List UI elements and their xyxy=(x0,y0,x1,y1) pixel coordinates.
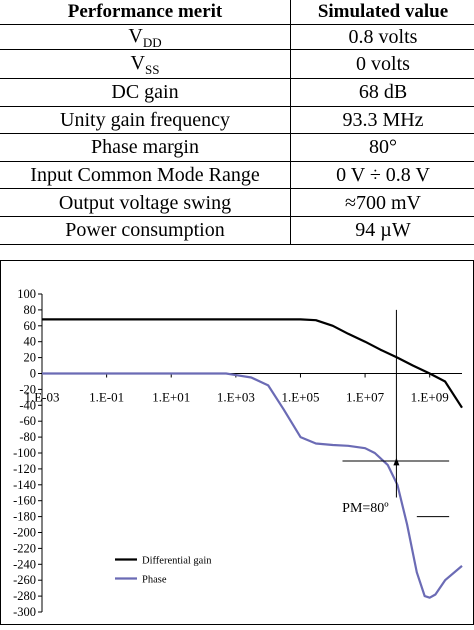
y-tick-label: -300 xyxy=(13,605,36,619)
y-tick-label: -180 xyxy=(13,510,36,524)
y-tick-label: 20 xyxy=(24,351,37,365)
row-value: 80° xyxy=(291,134,474,162)
y-tick-label: -120 xyxy=(13,462,36,476)
row-value: 0 V ÷ 0.8 V xyxy=(291,161,474,189)
phase-margin-arrowhead xyxy=(393,458,399,466)
header-value: Simulated value xyxy=(291,0,474,25)
x-tick-label: 1.E+01 xyxy=(152,390,190,405)
header-merit: Performance merit xyxy=(0,0,291,25)
y-tick-label: -220 xyxy=(13,541,36,555)
x-tick-label: 1.E-03 xyxy=(24,390,59,405)
y-tick-label: -160 xyxy=(13,494,36,508)
chart-frame xyxy=(1,261,474,625)
y-tick-label: 40 xyxy=(24,335,37,349)
row-merit-label: Phase margin xyxy=(91,136,199,158)
row-value: ≈700 mV xyxy=(291,189,474,217)
x-tick-label: 1.E+07 xyxy=(346,390,385,405)
legend-label: Phase xyxy=(142,575,167,586)
y-tick-label: -200 xyxy=(13,526,36,540)
x-tick-label: 1.E+05 xyxy=(281,390,319,405)
row-merit: Unity gain frequency xyxy=(0,106,291,134)
y-tick-label: -60 xyxy=(19,414,36,428)
row-merit-label: Input Common Mode Range xyxy=(30,164,259,186)
row-merit: VSS xyxy=(0,50,291,79)
row-merit: DC gain xyxy=(0,79,291,107)
table-row: Power consumption 94 µW xyxy=(0,216,474,244)
row-merit-subscript: SS xyxy=(145,62,159,77)
y-tick-label: -260 xyxy=(13,573,36,587)
y-tick-label: 60 xyxy=(24,319,37,333)
y-tick-label: 0 xyxy=(30,367,36,381)
y-tick-label: 100 xyxy=(17,287,36,301)
table-row: Output voltage swing ≈700 mV xyxy=(0,189,474,217)
table-header-row: Performance merit Simulated value xyxy=(0,0,474,25)
legend-label: Differential gain xyxy=(142,556,212,567)
y-tick-label: 80 xyxy=(24,303,37,317)
row-value: 0.8 volts xyxy=(291,25,474,50)
phase-margin-annotation: PM=80º xyxy=(342,501,389,516)
row-merit: VDD xyxy=(0,25,291,50)
x-tick-label: 1.E-01 xyxy=(89,390,124,405)
row-value: 93.3 MHz xyxy=(291,106,474,134)
row-merit-label: Output voltage swing xyxy=(59,192,231,214)
y-tick-label: -280 xyxy=(13,589,36,603)
bode-chart-svg: 100806040200-20-40-60-80-100-120-140-160… xyxy=(0,260,474,625)
row-merit-label: Power consumption xyxy=(65,219,224,241)
row-value: 0 volts xyxy=(291,50,474,79)
phase-line xyxy=(42,374,462,598)
table-row: Input Common Mode Range 0 V ÷ 0.8 V xyxy=(0,161,474,189)
table-row: Phase margin 80° xyxy=(0,134,474,162)
x-tick-label: 1.E+09 xyxy=(411,390,449,405)
row-merit-label: V xyxy=(131,52,145,74)
table-row: Unity gain frequency 93.3 MHz xyxy=(0,106,474,134)
row-value: 68 dB xyxy=(291,79,474,107)
row-merit: Phase margin xyxy=(0,134,291,162)
y-tick-label: -140 xyxy=(13,478,36,492)
row-merit-label: DC gain xyxy=(111,81,178,103)
row-merit-label: V xyxy=(128,25,142,47)
row-merit: Output voltage swing xyxy=(0,189,291,217)
y-tick-label: -240 xyxy=(13,557,36,571)
row-merit: Power consumption xyxy=(0,216,291,244)
x-tick-label: 1.E+03 xyxy=(217,390,255,405)
row-merit-label: Unity gain frequency xyxy=(60,109,230,131)
row-merit: Input Common Mode Range xyxy=(0,161,291,189)
table-row: DC gain 68 dB xyxy=(0,79,474,107)
y-tick-label: -80 xyxy=(19,430,36,444)
y-tick-label: -100 xyxy=(13,446,36,460)
row-value: 94 µW xyxy=(291,216,474,244)
row-merit-subscript: DD xyxy=(143,35,162,50)
